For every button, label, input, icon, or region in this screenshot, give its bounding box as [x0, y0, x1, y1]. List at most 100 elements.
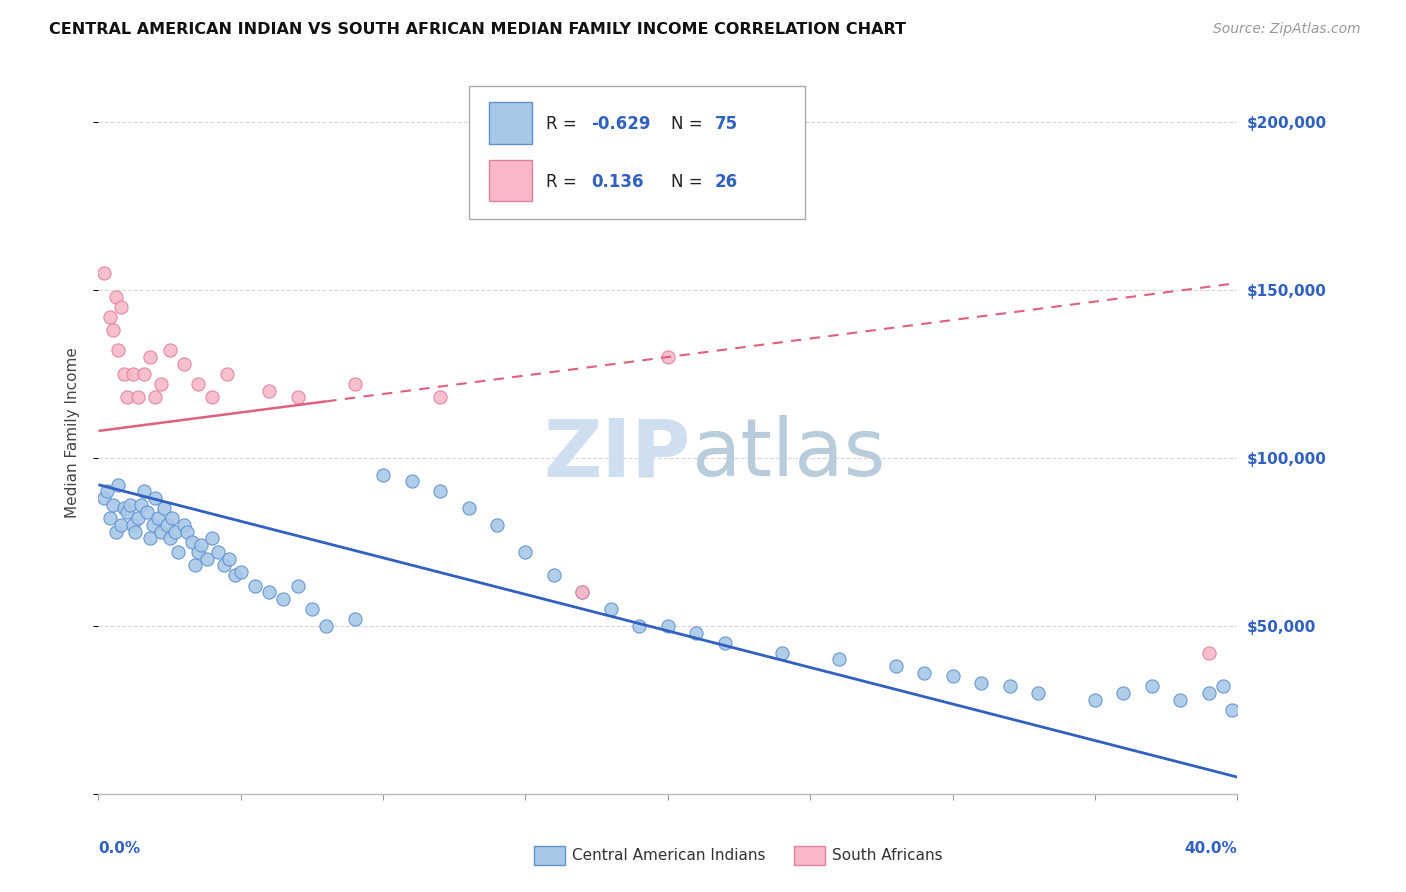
Point — [176, 524, 198, 539]
Point — [98, 310, 121, 324]
Point — [1220, 703, 1243, 717]
Point — [118, 498, 141, 512]
Point — [215, 367, 238, 381]
Point — [218, 551, 240, 566]
Point — [201, 532, 224, 546]
Point — [429, 390, 451, 404]
Point — [212, 558, 235, 573]
Point — [259, 384, 281, 398]
Point — [112, 367, 135, 381]
Point — [343, 612, 366, 626]
Point — [159, 343, 181, 358]
Text: R =: R = — [546, 115, 582, 133]
Point — [190, 538, 212, 552]
Bar — [489, 102, 533, 144]
Text: Central American Indians: Central American Indians — [572, 848, 766, 863]
Text: Source: ZipAtlas.com: Source: ZipAtlas.com — [1213, 22, 1361, 37]
Point — [135, 505, 157, 519]
Point — [273, 591, 295, 606]
Point — [101, 323, 124, 337]
Point — [884, 659, 907, 673]
Point — [571, 585, 593, 599]
Point — [243, 578, 266, 592]
Point — [1198, 686, 1220, 700]
Point — [343, 376, 366, 391]
Point — [150, 524, 173, 539]
FancyBboxPatch shape — [468, 86, 804, 219]
Bar — [489, 160, 533, 202]
Point — [301, 602, 323, 616]
Point — [167, 545, 190, 559]
Text: N =: N = — [671, 173, 709, 191]
Point — [515, 545, 537, 559]
Point — [107, 343, 129, 358]
Point — [401, 475, 423, 489]
Point — [187, 376, 209, 391]
Point — [138, 350, 160, 364]
Point — [112, 501, 135, 516]
Point — [657, 350, 679, 364]
Point — [770, 646, 793, 660]
Point — [998, 679, 1021, 693]
Point — [121, 518, 143, 533]
Point — [121, 367, 143, 381]
Text: R =: R = — [546, 173, 582, 191]
Point — [287, 578, 309, 592]
Point — [165, 524, 187, 539]
Point — [628, 619, 651, 633]
Point — [1084, 693, 1107, 707]
Point — [101, 498, 124, 512]
Point — [457, 501, 479, 516]
Point — [207, 545, 229, 559]
Point — [187, 545, 209, 559]
Point — [145, 491, 167, 505]
Point — [970, 676, 993, 690]
Point — [110, 518, 132, 533]
Point — [110, 300, 132, 314]
Point — [287, 390, 309, 404]
Point — [148, 511, 170, 525]
Point — [201, 390, 224, 404]
Point — [104, 289, 127, 303]
Point — [229, 565, 252, 579]
Point — [129, 498, 152, 512]
Point — [912, 665, 935, 680]
Point — [115, 505, 138, 519]
Text: 75: 75 — [714, 115, 738, 133]
Point — [259, 585, 281, 599]
Point — [145, 390, 167, 404]
Point — [315, 619, 337, 633]
Point — [162, 511, 184, 525]
Point — [429, 484, 451, 499]
Point — [104, 524, 127, 539]
Point — [150, 376, 173, 391]
Text: 26: 26 — [714, 173, 738, 191]
Point — [373, 467, 395, 482]
Point — [1026, 686, 1049, 700]
Point — [657, 619, 679, 633]
Point — [124, 524, 146, 539]
Point — [173, 357, 195, 371]
Point — [1112, 686, 1135, 700]
Point — [93, 266, 115, 280]
Point — [224, 568, 246, 582]
Point — [132, 484, 155, 499]
Point — [486, 518, 509, 533]
Point — [1140, 679, 1163, 693]
Text: N =: N = — [671, 115, 709, 133]
Point — [184, 558, 207, 573]
Text: CENTRAL AMERICAN INDIAN VS SOUTH AFRICAN MEDIAN FAMILY INCOME CORRELATION CHART: CENTRAL AMERICAN INDIAN VS SOUTH AFRICAN… — [49, 22, 907, 37]
Text: ZIP: ZIP — [543, 416, 690, 493]
Point — [543, 568, 565, 582]
Point — [600, 602, 623, 616]
Point — [141, 518, 163, 533]
Text: 40.0%: 40.0% — [1184, 841, 1237, 855]
Point — [127, 390, 149, 404]
Text: 0.136: 0.136 — [592, 173, 644, 191]
Point — [1198, 646, 1220, 660]
Point — [181, 534, 204, 549]
Point — [714, 635, 737, 649]
Text: South Africans: South Africans — [832, 848, 943, 863]
Text: atlas: atlas — [690, 416, 884, 493]
Point — [159, 532, 181, 546]
